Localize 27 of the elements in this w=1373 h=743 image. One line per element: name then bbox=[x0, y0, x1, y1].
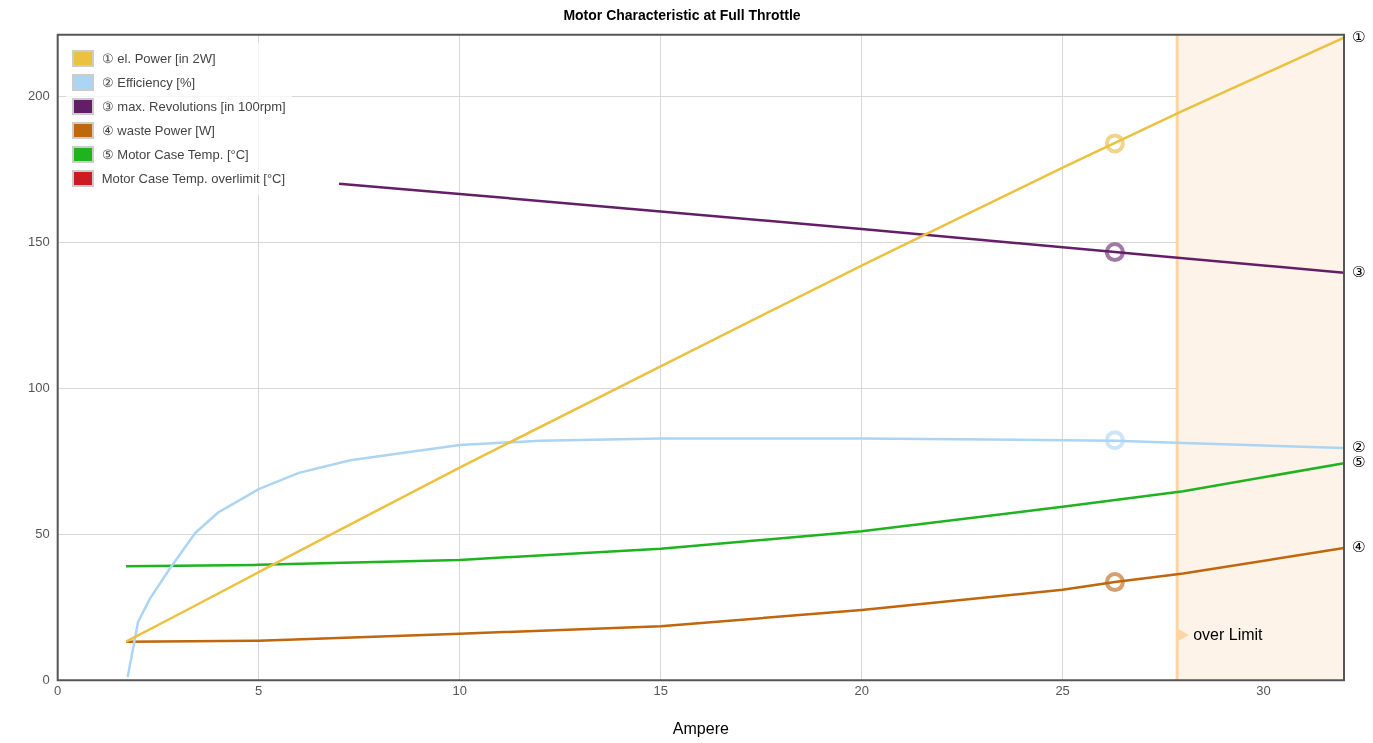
legend-label: ④ waste Power [W] bbox=[101, 123, 215, 139]
text: ② bbox=[1352, 437, 1366, 456]
x-tick-label: 0 bbox=[54, 682, 62, 698]
legend-label: Motor Case Temp. overlimit [°C] bbox=[101, 171, 286, 187]
text: ③ bbox=[1352, 262, 1366, 281]
legend-label: ⑤ Motor Case Temp. [°C] bbox=[101, 147, 249, 163]
legend-label: ② Efficiency [%] bbox=[101, 75, 196, 91]
text: ⑤ bbox=[1352, 453, 1366, 472]
x-tick-label: 10 bbox=[452, 682, 467, 698]
x-tick-label: 25 bbox=[1055, 682, 1070, 698]
text: ④ bbox=[1352, 537, 1366, 556]
x-tick-label: 5 bbox=[255, 682, 263, 698]
legend-label: ① el. Power [in 2W] bbox=[101, 51, 216, 67]
x-tick-label: 30 bbox=[1256, 682, 1271, 698]
y-tick-label: 200 bbox=[27, 87, 50, 103]
y-tick-label: 100 bbox=[27, 379, 50, 395]
point bbox=[1104, 572, 1125, 593]
x-tick-label: 15 bbox=[653, 682, 668, 698]
chart-title: Motor Characteristic at Full Throttle bbox=[563, 7, 801, 24]
text: ① bbox=[1352, 27, 1366, 46]
y-tick-label: 50 bbox=[35, 525, 50, 541]
legend-label: ③ max. Revolutions [in 100rpm] bbox=[101, 99, 286, 115]
x-axis-title: Ampere bbox=[672, 719, 729, 737]
x-tick-label: 20 bbox=[854, 682, 869, 698]
y-tick-label: 150 bbox=[27, 233, 50, 249]
band-label: over Limit bbox=[1193, 625, 1264, 643]
y-tick-label: 0 bbox=[42, 671, 50, 687]
